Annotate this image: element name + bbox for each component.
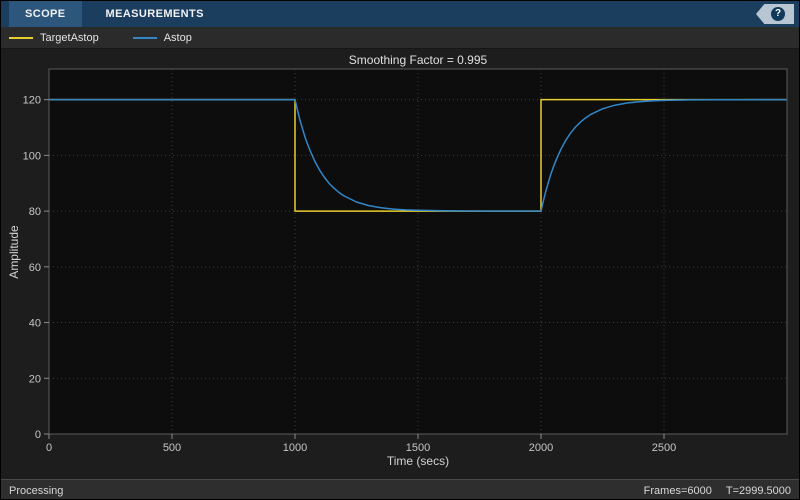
x-axis-label: Time (secs) <box>386 454 450 468</box>
legend-bar: TargetAstop Astop <box>1 27 799 49</box>
help-icon: ? <box>771 7 785 21</box>
legend-label-astop: Astop <box>163 31 192 44</box>
svg-text:1000: 1000 <box>283 442 307 454</box>
svg-text:0: 0 <box>46 442 52 454</box>
help-button[interactable]: ? <box>756 4 794 24</box>
status-processing: Processing <box>9 484 64 497</box>
svg-text:20: 20 <box>29 373 41 385</box>
toolstrip: SCOPE MEASUREMENTS ? <box>1 1 799 27</box>
plot-title: Smoothing Factor = 0.995 <box>348 53 488 67</box>
svg-text:2500: 2500 <box>652 442 676 454</box>
status-bar: Processing Frames=6000 T=2999.5000 <box>1 479 799 499</box>
status-frames: Frames=6000 <box>643 484 712 497</box>
legend-label-targetastop: TargetAstop <box>40 31 99 44</box>
svg-text:0: 0 <box>35 429 41 441</box>
svg-text:100: 100 <box>23 150 41 162</box>
tab-scope[interactable]: SCOPE <box>9 1 82 27</box>
svg-text:500: 500 <box>163 442 181 454</box>
legend-item-astop[interactable]: Astop <box>132 31 192 44</box>
svg-text:60: 60 <box>29 262 41 274</box>
plot-svg[interactable]: 0 500 1000 1500 2000 2500 0 20 40 60 80 100 120 <box>1 49 800 479</box>
status-time: T=2999.5000 <box>725 484 791 497</box>
svg-text:40: 40 <box>29 318 41 330</box>
figure-area: 0 500 1000 1500 2000 2500 0 20 40 60 80 100 120 Smoo… <box>1 49 800 479</box>
tab-measurements[interactable]: MEASUREMENTS <box>105 8 204 20</box>
svg-text:2000: 2000 <box>529 442 553 454</box>
legend-line-sample-targetastop <box>9 36 33 39</box>
y-axis-label: Amplitude <box>7 225 21 279</box>
legend-line-sample-astop <box>132 36 157 39</box>
svg-text:1500: 1500 <box>406 442 430 454</box>
svg-text:120: 120 <box>23 95 41 107</box>
svg-text:80: 80 <box>29 206 41 218</box>
legend-item-targetastop[interactable]: TargetAstop <box>9 32 99 44</box>
